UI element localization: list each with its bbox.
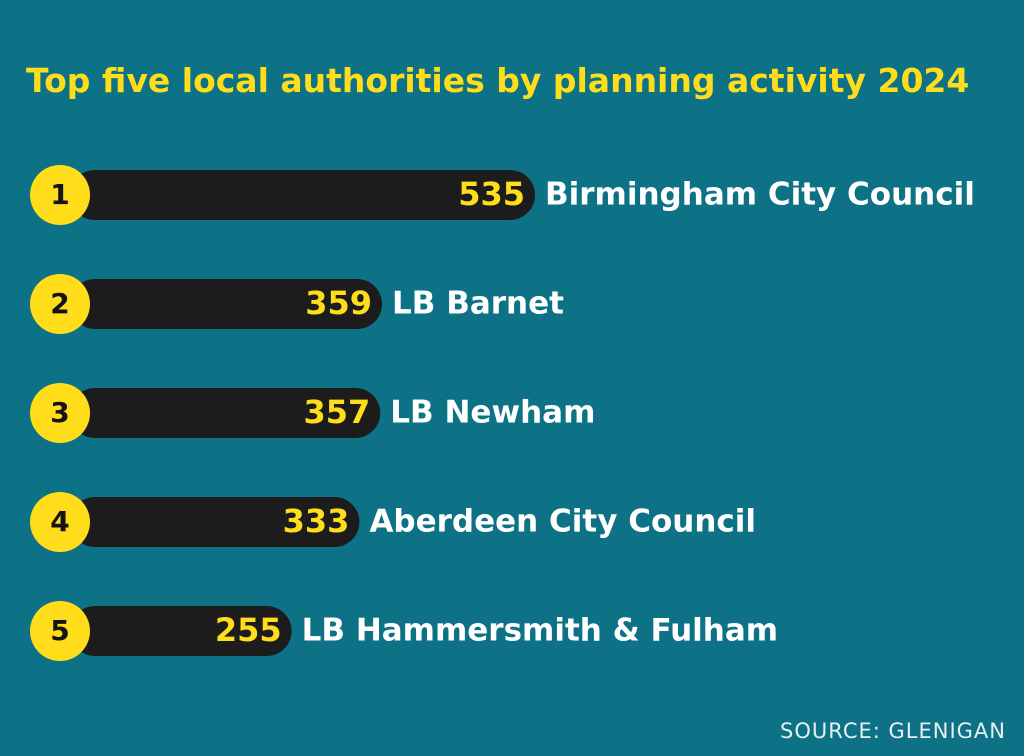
bar-row: 5 255 LB Hammersmith & Fulham (30, 601, 778, 661)
bar (70, 388, 381, 438)
rank-number: 5 (50, 614, 69, 647)
value-label: 535 (458, 175, 525, 213)
bar-row: 4 333 Aberdeen City Council (30, 492, 756, 552)
bar (70, 606, 292, 656)
rank-badge (30, 274, 90, 334)
category-label: LB Hammersmith & Fulham (302, 613, 778, 649)
value-label: 255 (215, 611, 282, 649)
category-label: LB Newham (390, 395, 595, 431)
rank-badge (30, 492, 90, 552)
rank-badge (30, 383, 90, 443)
rank-number: 3 (50, 396, 69, 429)
category-label: Aberdeen City Council (369, 504, 756, 540)
rank-badge (30, 165, 90, 225)
rank-number: 4 (50, 505, 69, 538)
bar-row: 1 535 Birmingham City Council (30, 165, 975, 225)
bar-row: 2 359 LB Barnet (30, 274, 564, 334)
chart-title: Top five local authorities by planning a… (26, 61, 970, 100)
value-label: 357 (304, 393, 371, 431)
bar (70, 497, 360, 547)
category-label: LB Barnet (392, 286, 564, 322)
bar (70, 170, 536, 220)
source-credit: SOURCE: GLENIGAN (780, 719, 1006, 743)
value-label: 333 (283, 502, 350, 540)
rank-number: 2 (50, 287, 69, 320)
value-label: 359 (305, 284, 372, 322)
category-label: Birmingham City Council (545, 177, 975, 213)
bar-row: 3 357 LB Newham (30, 383, 595, 443)
rank-number: 1 (50, 178, 69, 211)
bar (70, 279, 383, 329)
rank-badge (30, 601, 90, 661)
